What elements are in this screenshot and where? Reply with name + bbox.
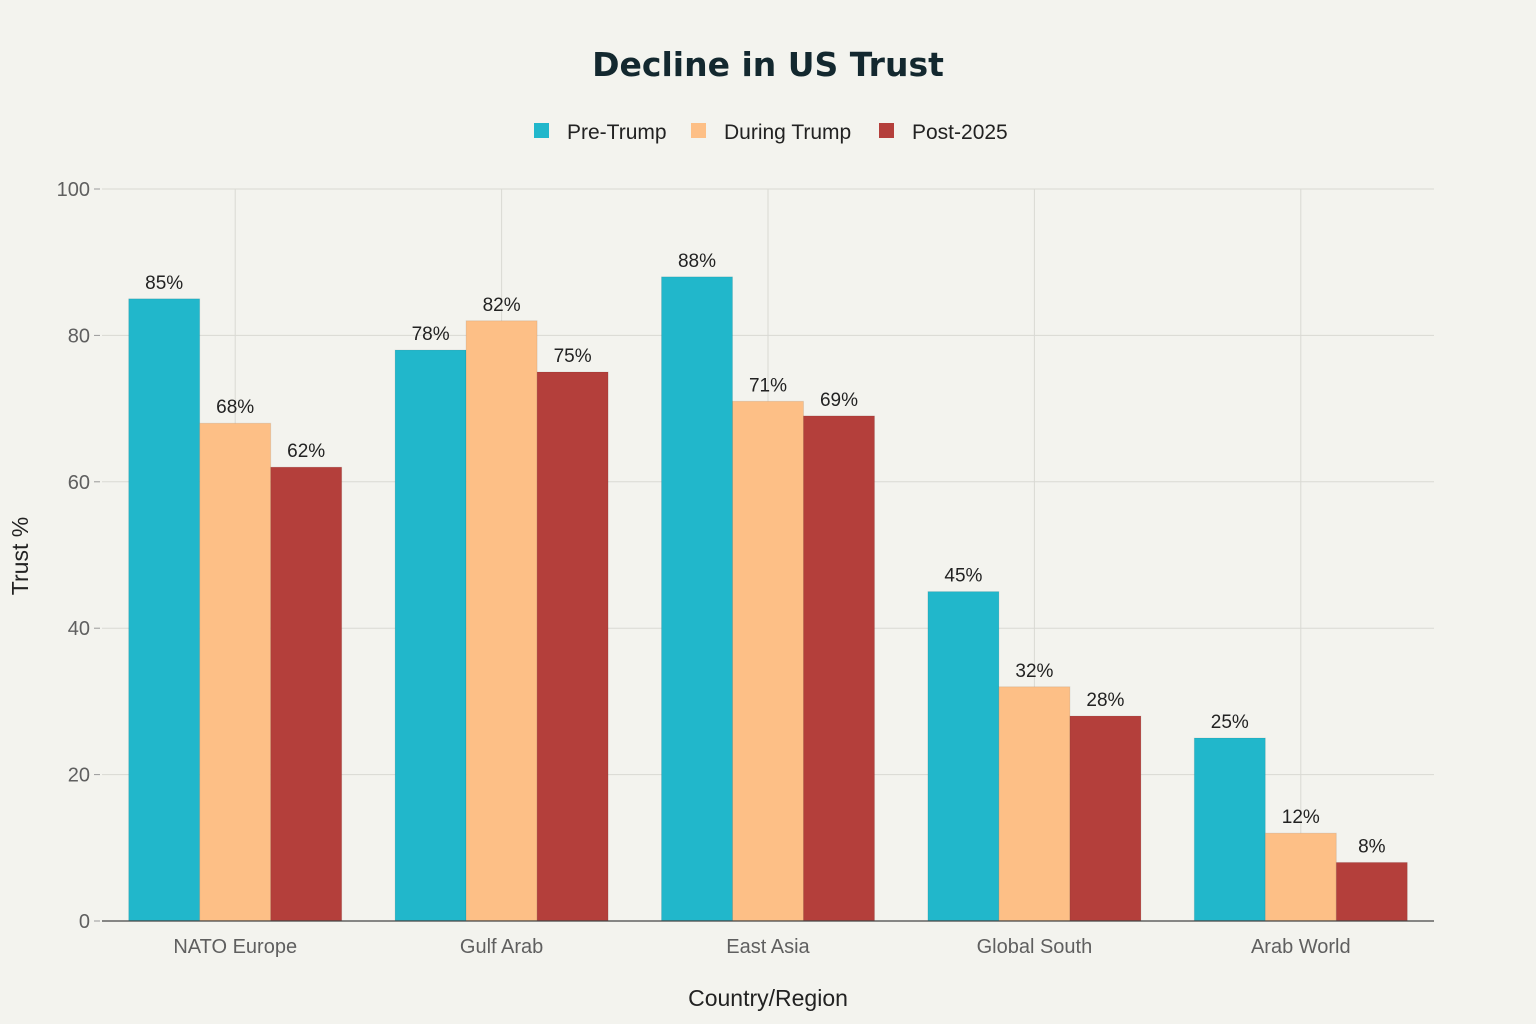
- data-label: 82%: [483, 295, 521, 316]
- x-tick-label: East Asia: [726, 936, 810, 958]
- data-label: 71%: [749, 375, 787, 396]
- data-label: 68%: [216, 397, 254, 418]
- data-label: 78%: [412, 324, 450, 345]
- x-tick-label: Arab World: [1251, 936, 1351, 958]
- legend-label: Post-2025: [912, 121, 1008, 144]
- data-label: 45%: [944, 566, 982, 587]
- x-axis-title: Country/Region: [688, 985, 848, 1011]
- legend-swatch: [691, 123, 706, 138]
- legend-swatch: [534, 123, 549, 138]
- data-label: 8%: [1358, 836, 1386, 857]
- y-tick-label: 100: [57, 179, 90, 201]
- data-label: 12%: [1282, 807, 1320, 828]
- data-label: 32%: [1015, 661, 1053, 682]
- legend: Pre-Trump During Trump Post-2025: [534, 121, 1008, 144]
- bar: [128, 298, 201, 922]
- y-tick-label: 0: [79, 911, 90, 933]
- y-axis: 0 20 40 60 80 100: [57, 179, 100, 933]
- bar: [803, 415, 875, 922]
- bar-labels: 85% 68% 62% 78% 82% 75% 88% 71% 69% 45% 32% 28% 25% 1…: [145, 251, 1385, 858]
- data-label: 62%: [287, 441, 325, 462]
- legend-item: During Trump: [691, 121, 851, 144]
- x-tick-label: NATO Europe: [173, 936, 297, 958]
- x-tick-label: Global South: [977, 936, 1093, 958]
- bar: [1264, 832, 1337, 922]
- bar: [394, 349, 467, 922]
- bar: [927, 591, 1000, 922]
- bar: [465, 320, 538, 922]
- y-tick-label: 20: [68, 765, 90, 787]
- x-axis: NATO Europe Gulf Arab East Asia Global Sout…: [102, 920, 1434, 958]
- bar: [1335, 861, 1408, 922]
- legend-label: Pre-Trump: [567, 121, 667, 144]
- bar: [1193, 737, 1266, 922]
- data-label: 69%: [820, 390, 858, 411]
- legend-item: Post-2025: [879, 121, 1008, 144]
- data-label: 88%: [678, 251, 716, 272]
- y-tick-label: 40: [68, 618, 90, 640]
- y-tick-label: 60: [68, 472, 90, 494]
- chart-title: Decline in US Trust: [592, 45, 944, 84]
- data-label: 85%: [145, 273, 183, 294]
- legend-item: Pre-Trump: [534, 121, 667, 144]
- data-label: 28%: [1086, 690, 1124, 711]
- bar: [270, 466, 343, 922]
- data-label: 25%: [1211, 712, 1249, 733]
- bars: [128, 276, 1408, 922]
- bar: [998, 686, 1071, 922]
- legend-swatch: [879, 123, 894, 138]
- y-tick-label: 80: [68, 325, 90, 347]
- bar: [1069, 715, 1142, 922]
- bar: [732, 400, 804, 922]
- x-tick-label: Gulf Arab: [460, 936, 543, 958]
- bar: [536, 371, 609, 922]
- legend-label: During Trump: [724, 121, 851, 144]
- y-axis-title: Trust %: [7, 517, 33, 595]
- data-label: 75%: [554, 346, 592, 367]
- bar: [661, 276, 733, 922]
- bar: [199, 422, 272, 922]
